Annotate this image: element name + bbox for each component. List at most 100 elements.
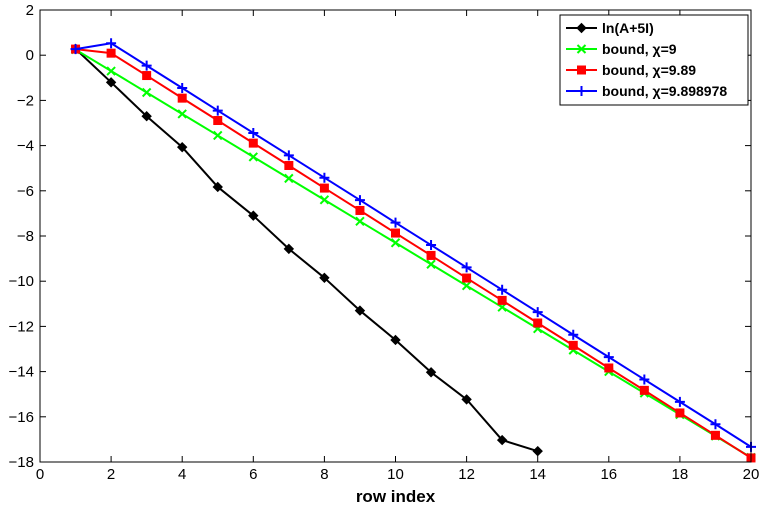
x-tick-label: 6: [249, 466, 257, 483]
series-3-point: [604, 363, 614, 373]
series-3-point: [497, 295, 507, 305]
x-tick-label: 18: [672, 466, 689, 483]
series-3-point: [213, 116, 223, 126]
x-tick-label: 20: [743, 466, 760, 483]
series-4-point: [177, 82, 188, 93]
x-tick-label: 16: [600, 466, 617, 483]
series-4-point: [106, 38, 117, 49]
series-1-point: [354, 305, 366, 316]
series-1-point: [390, 334, 401, 346]
y-tick-label: 0: [26, 47, 34, 64]
series-1-point: [283, 243, 295, 255]
series-3-point: [462, 273, 472, 283]
x-tick-label: 0: [36, 466, 44, 483]
series-1-point: [496, 434, 508, 446]
legend-item-3: bound, χ=9.89: [566, 62, 696, 78]
series-1-point: [425, 367, 437, 378]
series-4-point: [319, 172, 330, 183]
series-4: [70, 38, 756, 452]
series-3-point: [675, 408, 685, 418]
series-layer: [70, 38, 756, 463]
series-2-point: [284, 173, 294, 184]
series-1-point: [319, 272, 330, 284]
legend-label: bound, χ=9.89: [602, 62, 696, 78]
series-2-point: [319, 195, 330, 205]
series-4-line: [75, 42, 752, 448]
y-tick-label: −6: [17, 183, 34, 200]
legend-swatch-marker: [576, 86, 587, 96]
legend: ln(A+5I) bound, χ=9 bound, χ=9.89 bound, χ=…: [559, 14, 749, 106]
series-4-point: [674, 396, 685, 407]
y-tick-label: 2: [26, 2, 34, 19]
legend-label: bound, χ=9.898978: [602, 83, 727, 99]
series-3-point: [284, 160, 294, 170]
series-4-point: [497, 284, 508, 295]
series-4-point: [212, 105, 223, 116]
x-axis-label: row index: [356, 487, 436, 506]
series-2-point: [106, 66, 116, 76]
y-tick-label: −16: [9, 409, 34, 426]
legend-label: ln(A+5I): [602, 20, 654, 36]
x-tick-label: 10: [387, 466, 404, 483]
series-4-point: [532, 307, 543, 318]
series-3-point: [319, 183, 329, 193]
y-tick-label: −4: [17, 138, 34, 155]
series-3-point: [710, 430, 720, 440]
legend-label: bound, χ=9: [602, 41, 677, 57]
y-tick-label: −10: [9, 273, 34, 290]
series-1-point: [105, 77, 117, 88]
series-3-point: [106, 48, 116, 58]
x-tick-label: 2: [107, 466, 115, 483]
y-tick-label: −2: [17, 92, 34, 109]
series-3-point: [639, 385, 649, 395]
series-3-point: [355, 205, 365, 215]
series-4-point: [354, 195, 365, 206]
series-3-point: [426, 250, 436, 260]
series-3-point: [177, 93, 187, 103]
series-1-point: [248, 210, 259, 221]
series-1-point: [461, 394, 472, 405]
tick-layer: 0 2 4 6 8 10 12 14 16 18 2020−2−4−6−8−10−12−14−16−…: [9, 2, 760, 483]
x-tick-label: 4: [178, 466, 186, 483]
y-tick-label: −12: [9, 318, 34, 335]
legend-item-2: bound, χ=9: [566, 41, 677, 57]
series-1-line: [74, 48, 538, 453]
series-4-point: [603, 352, 614, 363]
series-1-point: [212, 181, 223, 193]
series-4-point: [461, 262, 472, 273]
legend-swatch-marker: [576, 22, 587, 34]
series-2-point: [355, 216, 365, 227]
legend-swatch-marker: [576, 44, 587, 54]
series-2-line: [75, 48, 752, 459]
legend-item-1: ln(A+5I): [566, 20, 654, 36]
x-tick-label: 14: [529, 466, 546, 483]
series-3-point: [391, 228, 400, 238]
series-2-point: [248, 152, 259, 162]
series-3-line: [75, 48, 752, 459]
series-2-point: [461, 281, 472, 291]
series-4-point: [426, 240, 437, 251]
series-4-point: [248, 127, 259, 138]
series-4-point: [710, 419, 721, 430]
series-4-point: [639, 374, 650, 385]
series-2-point: [177, 109, 187, 119]
series-4-point: [70, 44, 81, 55]
series-4-point: [568, 329, 579, 340]
y-tick-label: −14: [9, 364, 34, 381]
series-3-point: [568, 340, 578, 350]
series-2-point: [141, 87, 152, 98]
series-2-point: [390, 238, 401, 248]
series-3-point: [248, 138, 258, 148]
y-tick-label: −18: [9, 454, 34, 471]
series-4-point: [390, 217, 401, 228]
legend-swatch-marker: [577, 65, 586, 75]
x-tick-label: 12: [458, 466, 475, 483]
series-2-point: [213, 130, 223, 141]
series-3-point: [142, 71, 152, 81]
x-tick-label: 8: [320, 466, 328, 483]
legend-item-4: bound, χ=9.898978: [566, 83, 727, 99]
series-2-point: [426, 259, 436, 269]
series-1-point: [176, 141, 188, 153]
y-tick-label: −8: [17, 228, 34, 245]
